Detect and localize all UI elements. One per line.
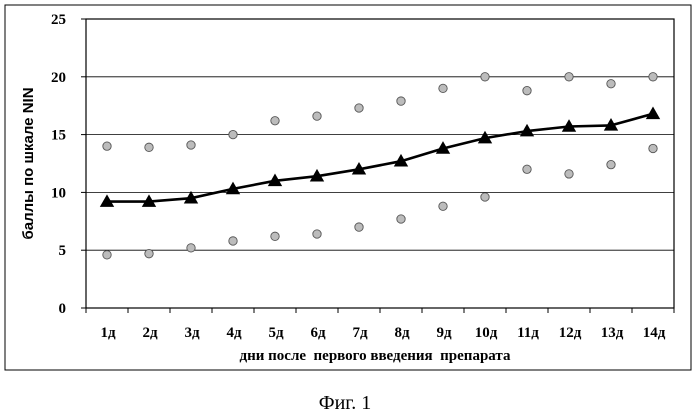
x-tick-label: 6д [310, 325, 326, 341]
x-tick-label: 12д [559, 325, 582, 341]
data-point-upper [397, 97, 405, 105]
data-point-lower [187, 244, 195, 252]
data-point-lower [397, 215, 405, 223]
y-axis-label: баллы по шкале NIN [20, 87, 37, 239]
x-tick-label: 13д [601, 325, 624, 341]
y-tick-label: 20 [51, 70, 66, 86]
data-point-upper [271, 117, 279, 125]
data-point-lower [313, 230, 321, 238]
x-tick-label: 2д [142, 325, 158, 341]
y-tick-label: 15 [51, 128, 66, 144]
figure-caption: Фиг. 1 [319, 392, 371, 414]
x-tick-label: 10д [475, 325, 498, 341]
data-point-upper [523, 86, 531, 94]
data-point-lower [355, 223, 363, 231]
data-point-lower [565, 170, 573, 178]
data-point-upper [187, 141, 195, 149]
data-point-lower [481, 193, 489, 201]
x-axis-label: дни после первого введения препарата [240, 348, 511, 364]
data-point-upper [481, 73, 489, 81]
data-point-lower [145, 249, 153, 257]
x-tick-label: 4д [226, 325, 242, 341]
data-point-lower [229, 237, 237, 245]
y-tick-label: 5 [59, 243, 67, 259]
x-tick-label: 5д [268, 325, 284, 341]
x-tick-label: 14д [643, 325, 666, 341]
chart-frame [5, 5, 691, 370]
y-tick-label: 0 [59, 301, 67, 317]
data-point-upper [439, 84, 447, 92]
data-point-lower [271, 232, 279, 240]
x-tick-label: 7д [352, 325, 368, 341]
data-point-upper [103, 142, 111, 150]
data-point-upper [649, 73, 657, 81]
data-point-lower [607, 160, 615, 168]
y-tick-label: 25 [51, 12, 66, 28]
data-point-upper [145, 143, 153, 151]
data-point-upper [229, 130, 237, 138]
data-point-lower [103, 251, 111, 259]
x-tick-label: 8д [394, 325, 410, 341]
x-tick-label: 11д [517, 325, 539, 341]
x-tick-label: 1д [100, 325, 116, 341]
data-point-upper [313, 112, 321, 120]
data-point-upper [607, 80, 615, 88]
y-tick-label: 10 [51, 185, 66, 201]
x-tick-label: 3д [184, 325, 200, 341]
data-point-upper [565, 73, 573, 81]
x-tick-label: 9д [436, 325, 452, 341]
data-point-lower [439, 202, 447, 210]
data-point-upper [355, 104, 363, 112]
data-point-lower [649, 144, 657, 152]
data-point-lower [523, 165, 531, 173]
